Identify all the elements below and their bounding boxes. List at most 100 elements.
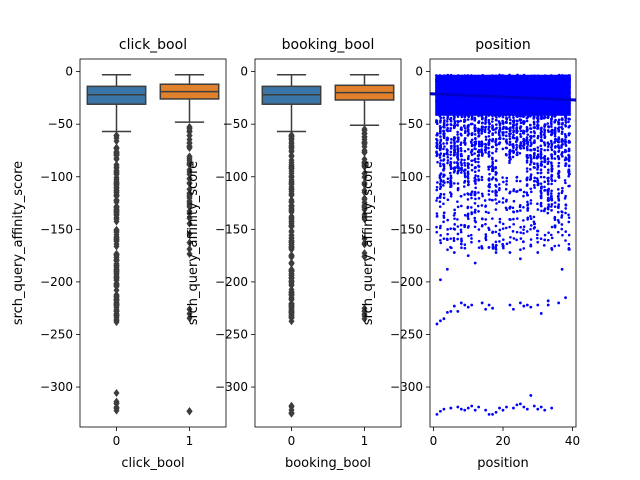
scatter-point	[550, 406, 554, 410]
scatter-point	[442, 136, 446, 140]
scatter-point	[539, 237, 543, 241]
scatter-point	[435, 154, 438, 158]
scatter-point	[511, 149, 515, 152]
outlier-point	[113, 160, 120, 169]
scatter-point	[470, 206, 473, 209]
x-tick-label: 0	[430, 434, 438, 448]
scatter-point	[464, 127, 467, 130]
scatter-point	[442, 154, 446, 158]
scatter-point	[546, 199, 550, 202]
scatter-point	[466, 198, 470, 201]
scatter-point	[522, 194, 525, 198]
scatter-point	[564, 143, 567, 146]
scatter-point	[466, 305, 470, 309]
scatter-point	[550, 192, 553, 195]
outlier-point	[113, 272, 120, 281]
scatter-point	[515, 230, 519, 234]
scatter-point	[553, 126, 557, 130]
scatter-point	[550, 146, 553, 149]
scatter-point	[459, 194, 463, 198]
scatter-point	[477, 197, 481, 200]
scatter-point	[491, 167, 494, 170]
scatter-point	[469, 122, 473, 126]
scatter-point	[515, 129, 518, 132]
scatter-point	[543, 408, 547, 412]
scatter-point	[466, 156, 470, 160]
scatter-point	[557, 192, 561, 195]
scatter-point	[439, 139, 443, 143]
outlier-point	[288, 175, 295, 184]
scatter-point	[522, 405, 526, 409]
scatter-point	[494, 248, 498, 251]
scatter-point	[515, 148, 518, 151]
scatter-point	[476, 175, 480, 178]
scatter-point	[536, 120, 539, 124]
scatter-point	[543, 160, 546, 164]
scatter-point	[522, 131, 526, 135]
scatter-point	[477, 239, 481, 243]
scatter-point	[446, 248, 449, 252]
scatter-point	[512, 222, 515, 226]
scatter-point	[463, 149, 467, 153]
scatter-point	[519, 146, 522, 150]
scatter-point	[446, 232, 449, 236]
y-tick-label: −100	[390, 170, 423, 184]
scatter-point	[438, 125, 442, 128]
scatter-point	[505, 130, 508, 134]
scatter-point	[502, 180, 505, 184]
scatter-point	[518, 402, 522, 406]
scatter-point	[522, 219, 525, 222]
scatter-point	[435, 150, 438, 154]
scatter-point	[495, 147, 498, 151]
scatter-point	[567, 147, 571, 151]
scatter-point	[494, 410, 498, 414]
scatter-point	[445, 142, 449, 145]
scatter-point	[442, 116, 445, 119]
scatter-point	[449, 181, 452, 185]
scatter-point	[560, 146, 563, 149]
scatter-point	[553, 205, 557, 208]
scatter-point	[463, 213, 467, 217]
scatter-point	[439, 182, 442, 186]
scatter-point	[467, 234, 470, 238]
scatter-point	[480, 192, 484, 196]
scatter-point	[453, 148, 456, 152]
scatter-point	[533, 153, 536, 157]
scatter-point	[505, 208, 509, 212]
scatter-point	[563, 133, 567, 136]
scatter-point	[445, 152, 449, 155]
scatter-point	[494, 189, 497, 193]
scatter-point	[536, 240, 540, 244]
scatter-point	[439, 116, 443, 120]
outlier-point	[361, 186, 368, 195]
scatter-point	[560, 144, 563, 147]
scatter-point	[508, 132, 512, 136]
scatter-point	[560, 117, 564, 121]
outlier-point	[186, 314, 193, 323]
scatter-point	[498, 234, 501, 237]
scatter-point	[484, 210, 488, 214]
scatter-point	[435, 412, 439, 416]
scatter-point	[543, 209, 546, 212]
scatter-point	[480, 115, 484, 119]
scatter-point	[522, 206, 525, 209]
scatter-point	[459, 149, 463, 153]
scatter-point	[550, 197, 554, 201]
outlier-point	[361, 173, 368, 182]
scatter-point	[442, 214, 446, 218]
scatter-point	[540, 133, 543, 137]
scatter-point	[526, 207, 529, 211]
scatter-point	[473, 190, 477, 194]
outlier-point	[361, 215, 368, 224]
scatter-point	[515, 119, 519, 123]
scatter-point	[526, 133, 530, 136]
scatter-point	[515, 217, 519, 220]
scatter-point	[491, 190, 494, 193]
scatter-point	[487, 146, 490, 150]
scatter-point	[556, 210, 560, 214]
scatter-point	[456, 218, 459, 221]
outlier-point	[288, 301, 295, 310]
scatter-point	[473, 124, 477, 127]
scatter-point	[484, 142, 487, 146]
scatter-point	[491, 162, 495, 165]
